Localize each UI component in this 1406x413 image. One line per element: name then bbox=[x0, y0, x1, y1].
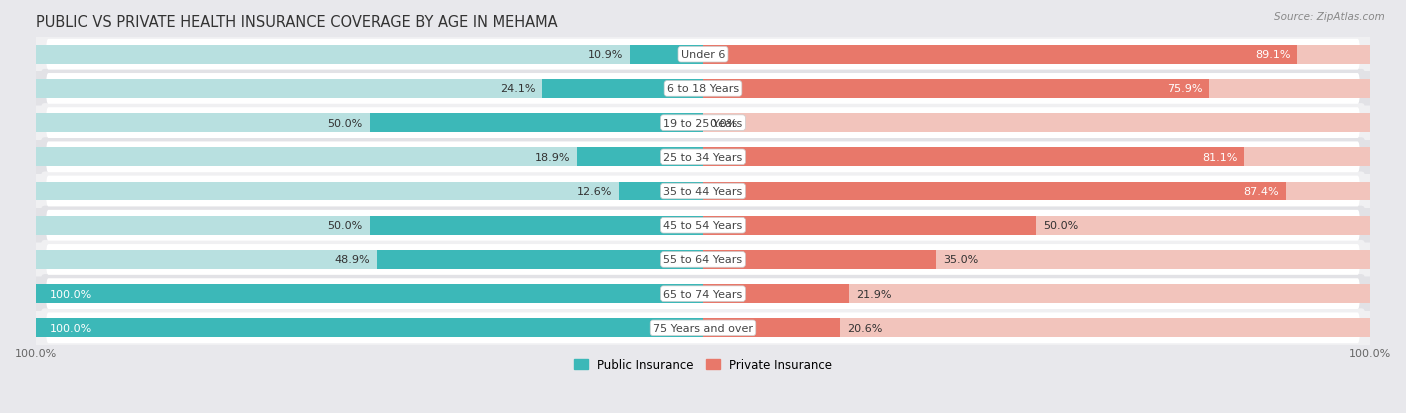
FancyBboxPatch shape bbox=[46, 142, 1360, 173]
Text: 19 to 25 Years: 19 to 25 Years bbox=[664, 119, 742, 128]
Text: 75 Years and over: 75 Years and over bbox=[652, 323, 754, 333]
Bar bbox=[703, 250, 1369, 269]
Text: 6 to 18 Years: 6 to 18 Years bbox=[666, 84, 740, 94]
Bar bbox=[37, 243, 1369, 277]
Bar bbox=[703, 46, 1298, 64]
FancyBboxPatch shape bbox=[42, 243, 1364, 277]
Bar bbox=[37, 277, 1369, 311]
Text: Source: ZipAtlas.com: Source: ZipAtlas.com bbox=[1274, 12, 1385, 22]
Text: 48.9%: 48.9% bbox=[335, 255, 370, 265]
Bar bbox=[37, 182, 703, 201]
Bar bbox=[37, 216, 703, 235]
FancyBboxPatch shape bbox=[46, 108, 1360, 139]
Bar bbox=[37, 175, 1369, 209]
Bar bbox=[37, 319, 703, 337]
Bar bbox=[37, 250, 703, 269]
Bar bbox=[37, 72, 1369, 106]
FancyBboxPatch shape bbox=[46, 210, 1360, 241]
Text: 100.0%: 100.0% bbox=[49, 323, 91, 333]
Text: 87.4%: 87.4% bbox=[1243, 187, 1279, 197]
Bar bbox=[37, 140, 1369, 174]
Text: 75.9%: 75.9% bbox=[1167, 84, 1202, 94]
FancyBboxPatch shape bbox=[42, 38, 1364, 72]
Text: 0.0%: 0.0% bbox=[710, 119, 738, 128]
Text: 100.0%: 100.0% bbox=[49, 289, 91, 299]
Bar bbox=[370, 114, 703, 133]
Text: 21.9%: 21.9% bbox=[856, 289, 891, 299]
Text: 45 to 54 Years: 45 to 54 Years bbox=[664, 221, 742, 231]
Text: 50.0%: 50.0% bbox=[1043, 221, 1078, 231]
Text: 24.1%: 24.1% bbox=[501, 84, 536, 94]
Text: 18.9%: 18.9% bbox=[534, 152, 571, 162]
FancyBboxPatch shape bbox=[46, 40, 1360, 71]
Bar bbox=[703, 80, 1369, 99]
Bar bbox=[703, 114, 1369, 133]
Bar bbox=[703, 319, 841, 337]
Bar bbox=[370, 216, 703, 235]
Bar bbox=[703, 182, 1286, 201]
Bar bbox=[630, 46, 703, 64]
Bar bbox=[703, 216, 1036, 235]
Text: 89.1%: 89.1% bbox=[1256, 50, 1291, 60]
Bar bbox=[703, 148, 1244, 167]
Bar bbox=[703, 250, 936, 269]
Text: 25 to 34 Years: 25 to 34 Years bbox=[664, 152, 742, 162]
Bar bbox=[703, 182, 1369, 201]
Legend: Public Insurance, Private Insurance: Public Insurance, Private Insurance bbox=[569, 354, 837, 376]
Text: 65 to 74 Years: 65 to 74 Years bbox=[664, 289, 742, 299]
Bar bbox=[703, 148, 1369, 167]
Text: Under 6: Under 6 bbox=[681, 50, 725, 60]
Text: 35.0%: 35.0% bbox=[943, 255, 979, 265]
Bar bbox=[37, 285, 703, 303]
Bar bbox=[543, 80, 703, 99]
Text: 35 to 44 Years: 35 to 44 Years bbox=[664, 187, 742, 197]
Text: 10.9%: 10.9% bbox=[588, 50, 624, 60]
Text: 81.1%: 81.1% bbox=[1202, 152, 1237, 162]
Text: 20.6%: 20.6% bbox=[846, 323, 883, 333]
Bar bbox=[37, 107, 1369, 140]
Text: 12.6%: 12.6% bbox=[576, 187, 612, 197]
Bar bbox=[576, 148, 703, 167]
Bar bbox=[703, 319, 1369, 337]
Bar bbox=[703, 80, 1209, 99]
FancyBboxPatch shape bbox=[42, 311, 1364, 345]
FancyBboxPatch shape bbox=[42, 175, 1364, 208]
FancyBboxPatch shape bbox=[42, 277, 1364, 311]
Bar bbox=[377, 250, 703, 269]
FancyBboxPatch shape bbox=[46, 176, 1360, 207]
Text: 55 to 64 Years: 55 to 64 Years bbox=[664, 255, 742, 265]
Bar bbox=[37, 209, 1369, 242]
Text: PUBLIC VS PRIVATE HEALTH INSURANCE COVERAGE BY AGE IN MEHAMA: PUBLIC VS PRIVATE HEALTH INSURANCE COVER… bbox=[37, 15, 558, 30]
Bar bbox=[37, 38, 1369, 72]
Bar bbox=[37, 46, 703, 64]
FancyBboxPatch shape bbox=[46, 244, 1360, 275]
Text: 50.0%: 50.0% bbox=[328, 119, 363, 128]
Bar bbox=[703, 46, 1369, 64]
FancyBboxPatch shape bbox=[42, 141, 1364, 174]
Bar bbox=[37, 114, 703, 133]
FancyBboxPatch shape bbox=[46, 279, 1360, 309]
Bar bbox=[37, 311, 1369, 345]
Bar bbox=[703, 285, 849, 303]
Bar bbox=[703, 285, 1369, 303]
Bar bbox=[619, 182, 703, 201]
FancyBboxPatch shape bbox=[42, 73, 1364, 106]
Text: 50.0%: 50.0% bbox=[328, 221, 363, 231]
FancyBboxPatch shape bbox=[42, 107, 1364, 140]
Bar bbox=[37, 80, 703, 99]
FancyBboxPatch shape bbox=[46, 74, 1360, 104]
FancyBboxPatch shape bbox=[42, 209, 1364, 242]
Bar bbox=[37, 285, 703, 303]
Bar bbox=[37, 319, 703, 337]
Bar bbox=[703, 216, 1369, 235]
Bar bbox=[37, 148, 703, 167]
FancyBboxPatch shape bbox=[46, 313, 1360, 343]
